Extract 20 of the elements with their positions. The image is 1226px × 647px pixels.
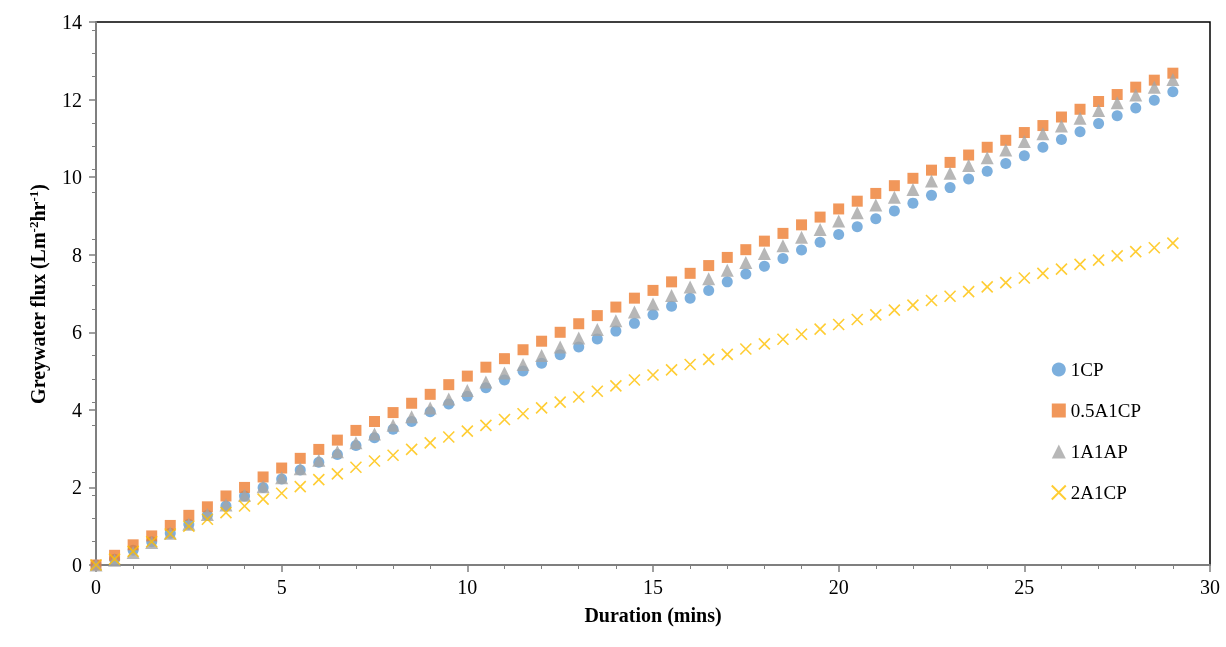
legend-label: 1A1AP	[1070, 441, 1128, 462]
y-tick-label: 4	[72, 398, 82, 421]
y-tick-label: 14	[62, 11, 82, 33]
y-tick-label: 10	[62, 166, 82, 189]
x-tick-label: 25	[1014, 576, 1035, 598]
x-tick-label: 10	[457, 576, 478, 598]
x-tick-label: 0	[91, 576, 101, 598]
y-tick-label: 8	[72, 243, 82, 266]
legend-label: 2A1CP	[1070, 482, 1127, 503]
x-tick-label: 20	[828, 576, 849, 598]
y-tick-label: 12	[62, 88, 82, 111]
y-tick-label: 6	[72, 321, 82, 344]
legend-label: 0.5A1CP	[1070, 400, 1142, 421]
x-tick-label: 5	[276, 576, 287, 598]
x-tick-label: 30	[1200, 576, 1220, 598]
y-tick-label: 2	[72, 476, 82, 499]
x-axis-title: Duration (mins)	[584, 604, 722, 627]
x-tick-label: 15	[643, 576, 663, 598]
legend-label: 1CP	[1070, 359, 1104, 380]
y-tick-label: 0	[72, 554, 82, 576]
